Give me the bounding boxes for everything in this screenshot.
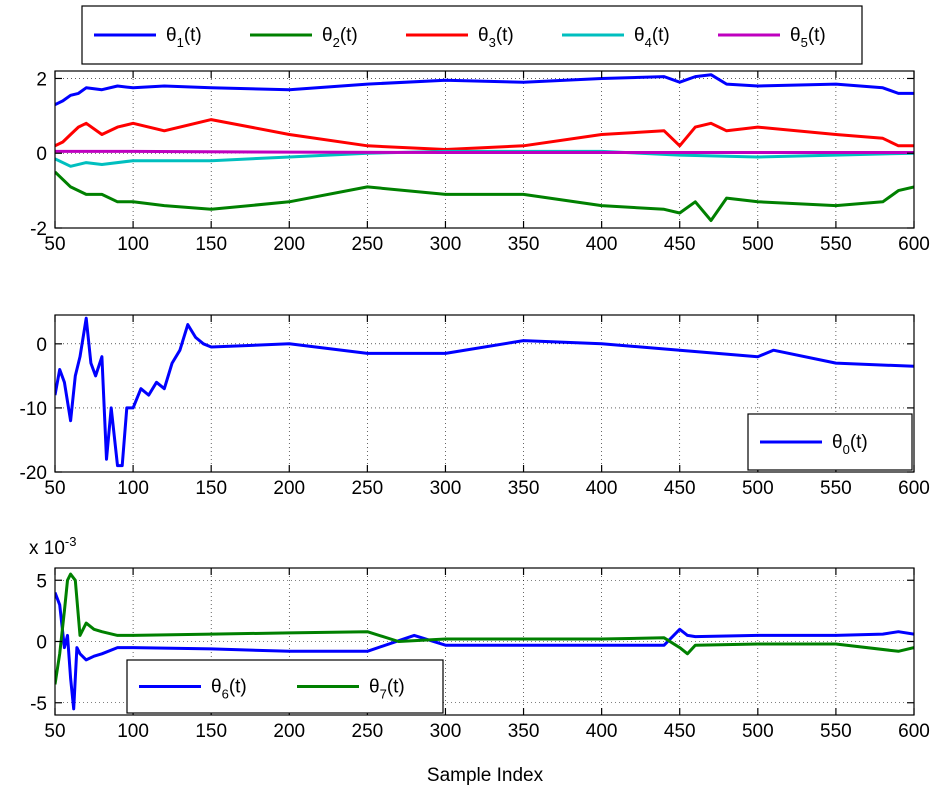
x-tick-label: 100 [117, 234, 149, 255]
legend-label-0: θ0(t) [832, 432, 868, 457]
x-tick-label: 50 [44, 478, 65, 499]
series-line-3 [55, 118, 914, 151]
series-line-0 [55, 316, 914, 468]
legend-label-5: θ5(t) [790, 25, 826, 50]
series-line-6 [55, 591, 914, 711]
series-line-5 [55, 149, 914, 154]
x-tick-label: 150 [195, 721, 227, 742]
x-tick-label: 150 [195, 478, 227, 499]
y-tick-label: -5 [30, 694, 47, 715]
x-tick-label: 500 [742, 478, 774, 499]
x-tick-label: 550 [820, 234, 852, 255]
x-tick-label: 500 [742, 721, 774, 742]
x-tick-label: 600 [898, 721, 930, 742]
y-tick-label: 5 [36, 571, 47, 592]
x-tick-label: 450 [664, 721, 696, 742]
legend-label-7: θ7(t) [369, 677, 405, 702]
x-tick-label: 400 [586, 721, 618, 742]
y-tick-label: -2 [30, 219, 47, 240]
axes-box [54, 314, 915, 473]
x-tick-label: 250 [352, 478, 384, 499]
legend-label-4: θ4(t) [634, 25, 670, 50]
legend: θ6(t) θ7(t) [126, 659, 444, 714]
x-tick-label: 300 [430, 478, 462, 499]
legend-label-6: θ6(t) [211, 677, 247, 702]
x-tick-label: 250 [352, 234, 384, 255]
x-tick-label: 50 [44, 234, 65, 255]
plots: 50 100 150 200 250 300 350 400 450 500 550 600-202θ… [20, 5, 930, 742]
x-tick-label: 550 [820, 478, 852, 499]
x-tick-label: 550 [820, 721, 852, 742]
axes-box [54, 70, 915, 229]
y-scale-factor: x 10-3 [29, 534, 76, 559]
subplot-1: 50 100 150 200 250 300 350 400 450 500 550 600 -2 0 2 θ… [30, 5, 930, 255]
subplot-3: 50 100 150 200 250 300 350 400 450 500 550 600 -5 0 5 x… [29, 534, 930, 742]
x-tick-label: 500 [742, 234, 774, 255]
x-tick-label: 300 [430, 721, 462, 742]
x-tick-label: 400 [586, 234, 618, 255]
y-tick-label: 0 [36, 633, 47, 654]
y-tick-label: 0 [36, 144, 47, 165]
series-line-1 [55, 73, 914, 106]
x-tick-label: 200 [273, 478, 305, 499]
y-tick-label: 2 [36, 69, 47, 90]
y-tick-label: 0 [36, 335, 47, 356]
x-tick-label: 350 [508, 478, 540, 499]
x-tick-label: 100 [117, 721, 149, 742]
x-axis-label: Sample Index [427, 765, 544, 786]
legend: θ1(t) θ2(t) θ3(t) θ4(t) θ5(t) [81, 5, 863, 65]
x-tick-label: 200 [273, 721, 305, 742]
x-tick-label: 450 [664, 478, 696, 499]
x-tick-label: 450 [664, 234, 696, 255]
x-tick-label: 250 [352, 721, 384, 742]
legend-label-3: θ3(t) [478, 25, 514, 50]
x-tick-label: 300 [430, 234, 462, 255]
x-tick-label: 600 [898, 478, 930, 499]
legend: θ0(t) [747, 413, 913, 471]
y-tick-label: -10 [20, 399, 47, 420]
series-line-7 [55, 572, 914, 685]
x-tick-label: 50 [44, 721, 65, 742]
x-tick-label: 350 [508, 234, 540, 255]
series-line-2 [55, 170, 914, 222]
legend-label-2: θ2(t) [322, 25, 358, 50]
x-tick-label: 200 [273, 234, 305, 255]
legend-label-1: θ1(t) [166, 25, 202, 50]
x-tick-label: 400 [586, 478, 618, 499]
x-tick-label: 600 [898, 234, 930, 255]
x-tick-label: 350 [508, 721, 540, 742]
x-tick-label: 100 [117, 478, 149, 499]
subplot-2: 50 100 150 200 250 300 350 400 450 500 550 600 -20 -1… [20, 314, 930, 499]
x-tick-label: 150 [195, 234, 227, 255]
y-tick-label: -20 [20, 463, 47, 484]
